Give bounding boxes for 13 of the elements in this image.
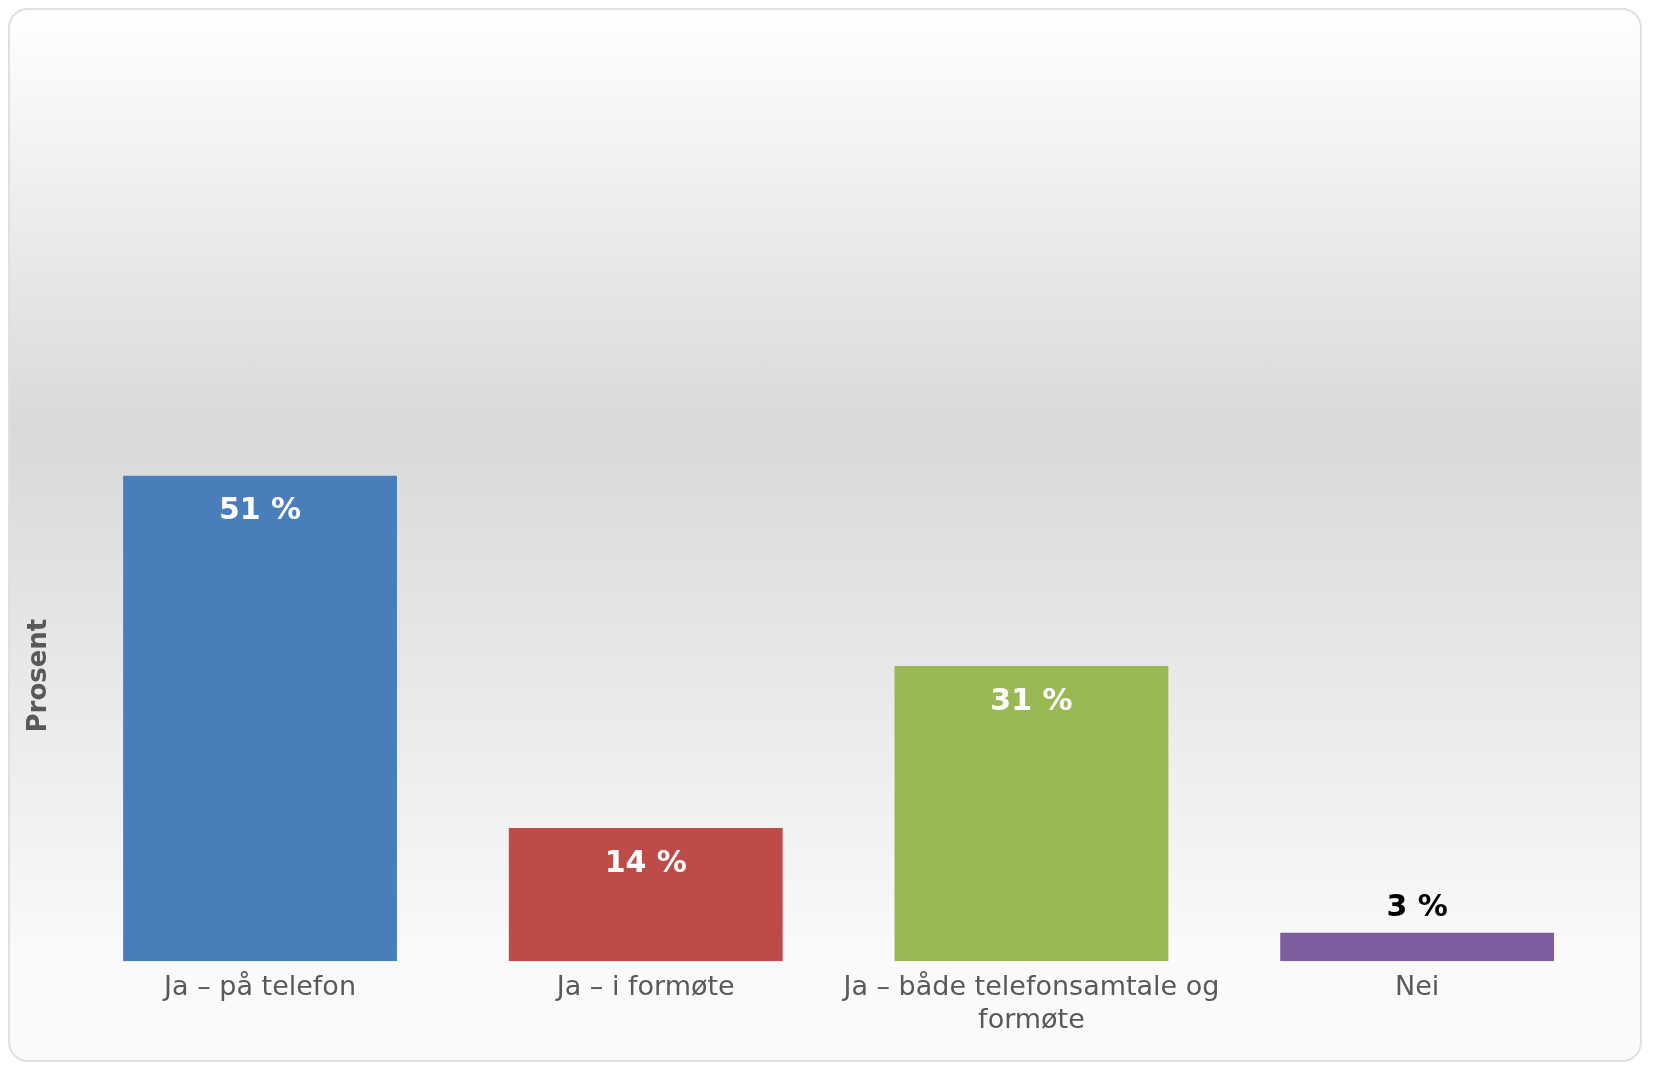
data-label: 31 %	[990, 681, 1073, 717]
bar	[1280, 932, 1555, 962]
data-label: 3 %	[1386, 888, 1448, 924]
x-tick-label: Nei	[1394, 970, 1440, 1002]
bar	[123, 475, 397, 962]
data-label: 14 %	[604, 843, 687, 879]
y-axis-title: Prosent	[22, 618, 53, 733]
x-tick-label: Ja – i formøte	[554, 970, 735, 1002]
bar	[508, 827, 783, 962]
x-tick-label: Ja – både telefonsamtale og formøte	[841, 970, 1220, 1034]
bar	[894, 666, 1169, 962]
data-label: 51 %	[218, 491, 302, 527]
x-tick-label: Ja – på telefon	[162, 970, 356, 1002]
